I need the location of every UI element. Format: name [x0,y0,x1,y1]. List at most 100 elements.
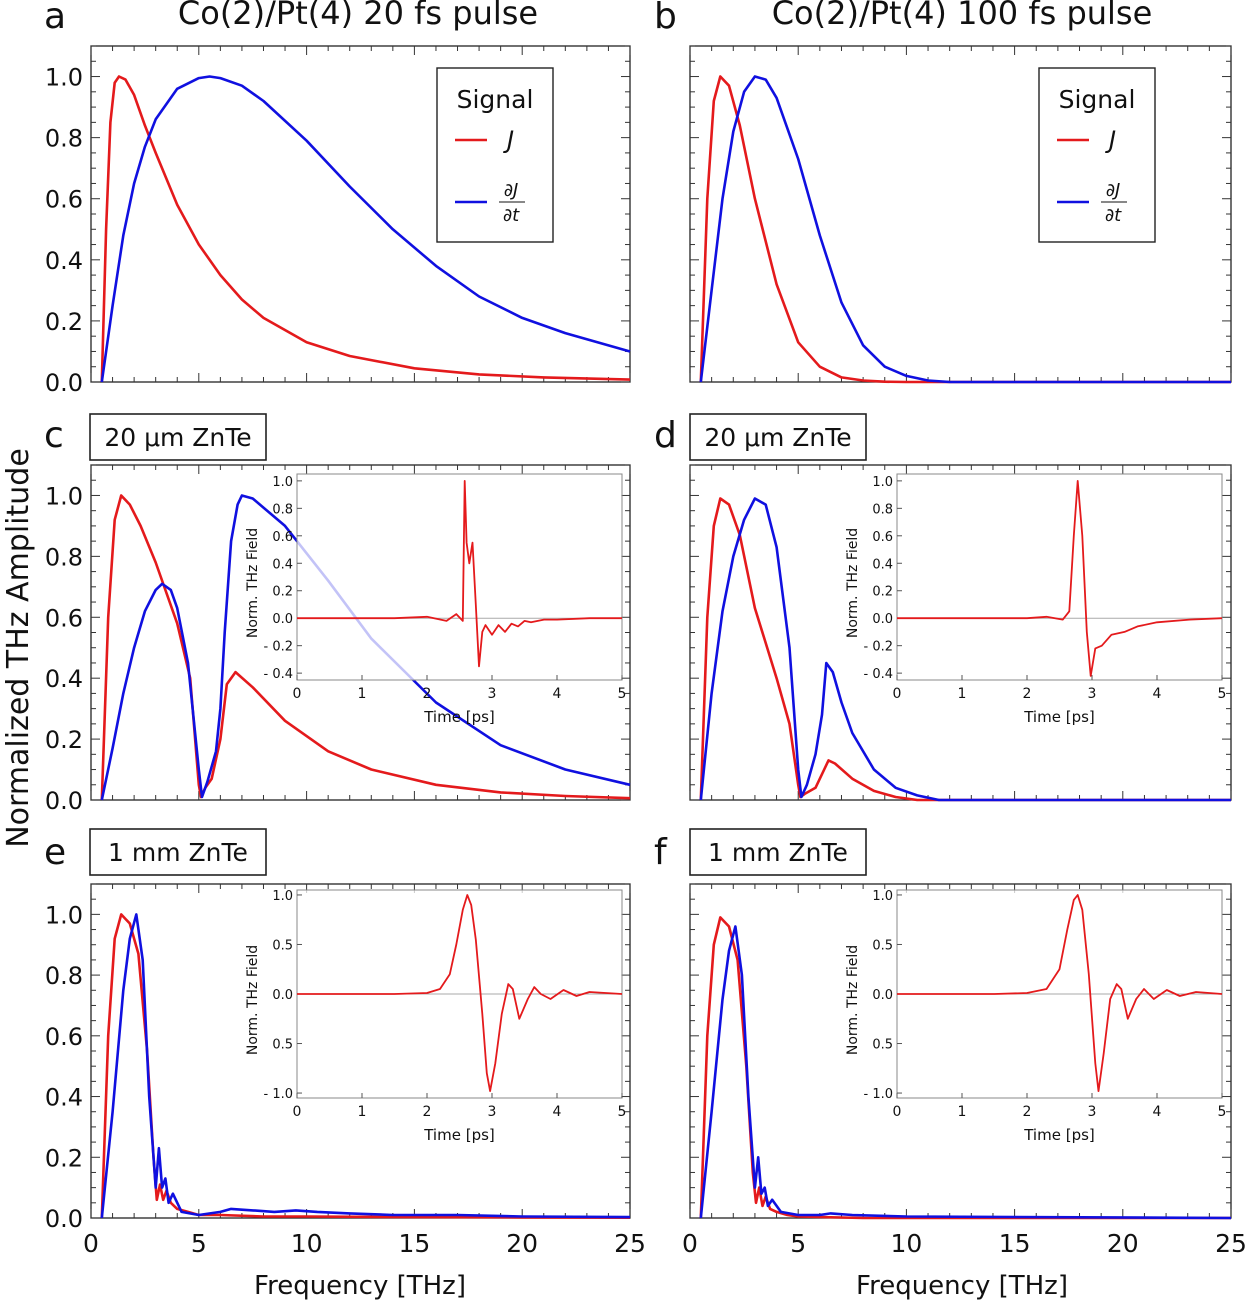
legend-label-numerator: ∂J [1106,180,1121,201]
panel-letter: e [44,832,66,873]
inset-trace [297,894,623,1092]
inset-x-label: Time [ps] [423,1126,495,1144]
sample-label-box [689,413,867,461]
inset-y-tick-label: 0.8 [272,502,293,517]
x-tick-label: 15 [999,1229,1031,1258]
y-tick-label: 0.2 [45,1144,83,1172]
inset-y-tick-label: 0.2 [872,585,893,600]
panel-title: Co(2)/Pt(4) 100 fs pulse [772,0,1153,32]
series-line-J [100,75,631,383]
inset-y-tick-label: 0.5 [872,938,893,953]
inset-trace [297,480,622,668]
inset-x-tick-label: 0 [893,686,902,702]
x-tick-label: 25 [614,1229,646,1258]
inset-x-tick-label: 1 [958,1104,967,1120]
inset-y-tick-label: - 0.2 [264,640,294,655]
inset-x-tick-label: 5 [1218,686,1227,702]
inset-y-tick-label: - 0.4 [864,667,894,682]
inset-f: 0 1 2 3 4 5 1.0 0.5 0.0 0.5 - 1.0 Time [ps] Norm. TH… [845,889,1226,1144]
inset-x-tick-label: 0 [893,1104,902,1120]
inset-y-tick-label: - 1.0 [264,1087,294,1102]
inset-x-tick-label: 4 [1153,1104,1162,1120]
panel-letter: f [654,832,668,873]
x-tick-label: 5 [191,1229,207,1258]
legend-label-numerator: ∂J [504,180,519,201]
x-axis-label-right: Frequency [THz] [856,1271,1068,1301]
inset-y-tick-label: 0.0 [272,612,293,627]
inset-y-tick-label: 0.5 [272,1038,293,1053]
inset-y-tick-label: 0.0 [872,988,893,1003]
y-tick-label: 0.2 [45,726,83,754]
legend-label-J: J [503,126,514,154]
inset-y-tick-label: - 0.2 [864,640,894,655]
x-axis-label-left: Frequency [THz] [254,1271,466,1301]
inset-y-tick-label: 0.0 [272,988,293,1003]
y-tick-label: 0.2 [45,308,83,336]
inset-trace [897,894,1223,1092]
inset-c: 0 1 2 3 4 5 1.0 0.8 0.6 0.4 0.2 0.0 - 0.2 - 0.4 Time [… [245,473,627,726]
y-tick-label: 0.4 [45,247,83,275]
panel-b: b Co(2)/Pt(4) 100 fs pulse Signal J ∂J ∂t [654,0,1232,384]
inset-x-label: Time [ps] [1023,708,1095,726]
x-tick-label: 25 [1215,1229,1246,1258]
legend-box [1038,67,1156,243]
inset-y-label: Norm. THz Field [845,945,861,1055]
sample-label: 20 μm ZnTe [104,423,251,452]
inset-x-tick-label: 3 [1088,686,1097,702]
x-tick-label: 20 [506,1229,538,1258]
y-tick-label: 1.0 [45,482,83,510]
legend-label-denominator: ∂t [1105,205,1122,226]
inset-x-tick-label: 5 [1218,1104,1227,1120]
x-tick-label: 10 [890,1229,922,1258]
sample-label-box [89,413,267,461]
y-tick-label: 0.4 [45,1084,83,1112]
inset-y-tick-label: 1.0 [272,475,293,490]
inset-y-tick-label: 0.5 [272,938,293,953]
inset-trace [897,480,1223,677]
inset-frame [296,473,623,681]
inset-d: 0 1 2 3 4 5 1.0 0.8 0.6 0.4 0.2 0.0 - 0.2 - 0.4 Time [… [845,473,1227,726]
y-tick-label: 0.6 [45,186,83,214]
series-line-dJdt [100,75,631,383]
inset-y-label: Norm. THz Field [845,528,861,638]
inset-x-tick-label: 1 [358,1104,367,1120]
legend-box [436,67,554,243]
inset-x-tick-label: 0 [293,1104,302,1120]
y-tick-label: 0.0 [45,1205,83,1233]
y-tick-label: 0.8 [45,543,83,571]
inset-y-label: Norm. THz Field [245,528,261,638]
inset-x-tick-label: 2 [1023,1104,1032,1120]
inset-e: 0 1 2 3 4 5 1.0 0.5 0.0 0.5 - 1.0 Time [ps] Norm. TH… [245,889,626,1144]
sample-label-box [89,828,267,876]
legend-title: Signal [1059,85,1136,114]
y-tick-label: 0.6 [45,1023,83,1051]
inset-x-tick-label: 2 [423,1104,432,1120]
sample-label: 1 mm ZnTe [108,838,248,867]
inset-x-tick-label: 5 [618,686,627,702]
inset-x-tick-label: 4 [1153,686,1162,702]
inset-y-tick-label: 1.0 [872,889,893,904]
x-tick-label: 10 [291,1229,323,1258]
inset-x-tick-label: 4 [553,686,562,702]
inset-y-tick-label: 0.4 [872,557,893,572]
series-line-dJdt [699,925,1232,1220]
inset-x-tick-label: 2 [423,686,432,702]
sample-label-box [689,828,867,876]
legend-title: Signal [457,85,534,114]
y-tick-label: 0.0 [45,369,83,397]
y-tick-label: 0.4 [45,665,83,693]
sample-label: 20 μm ZnTe [704,423,851,452]
y-tick-label: 0.6 [45,604,83,632]
sample-label: 1 mm ZnTe [708,838,848,867]
inset-y-tick-label: 0.6 [872,530,893,545]
inset-y-tick-label: 0.4 [272,557,293,572]
panel-a: 0.0 0.2 0.4 0.6 0.8 1.0 a Co(2)/Pt(4) 20 fs pul… [44,0,631,397]
y-axis-label: Normalized THz Amplitude [1,448,36,848]
series-line-J [699,75,1231,384]
x-tick-label: 0 [83,1229,99,1258]
x-tick-label: 5 [790,1229,806,1258]
inset-y-tick-label: 0.2 [272,585,293,600]
panel-letter: a [44,0,66,37]
